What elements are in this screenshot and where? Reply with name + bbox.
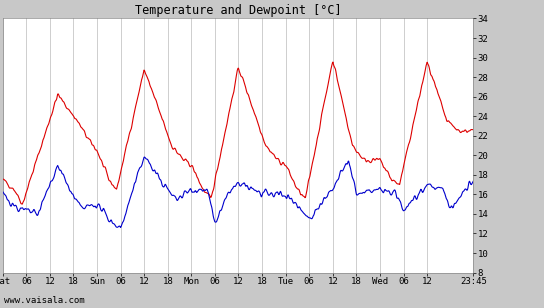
Title: Temperature and Dewpoint [°C]: Temperature and Dewpoint [°C] bbox=[135, 4, 341, 17]
Text: www.vaisala.com: www.vaisala.com bbox=[4, 296, 85, 305]
